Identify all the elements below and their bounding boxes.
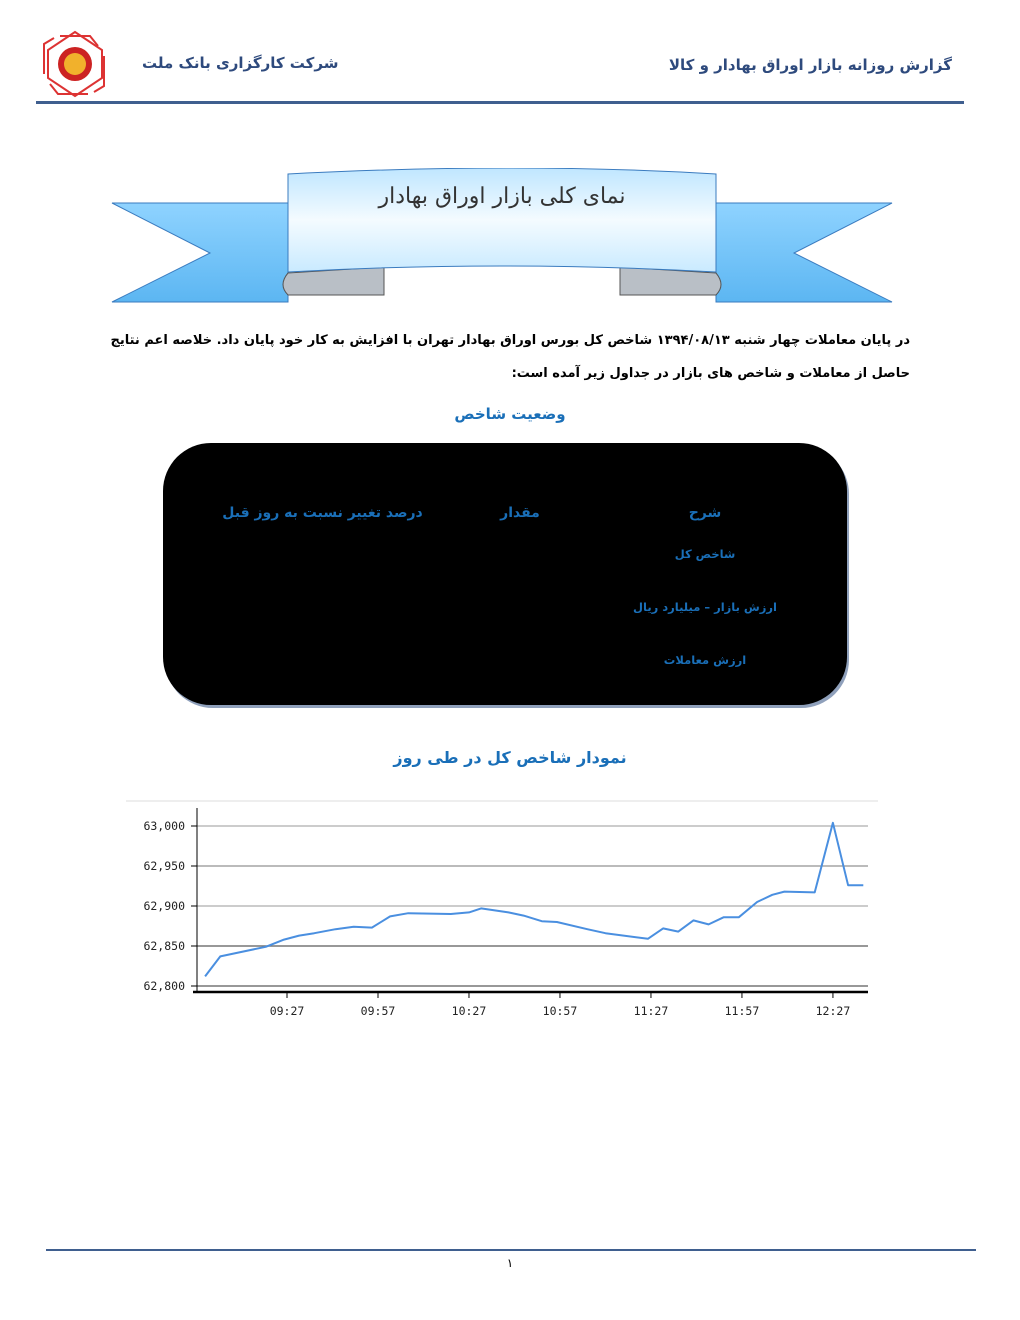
index-status-table: [163, 443, 847, 705]
report-title: گزارش روزانه بازار اوراق بهادار و کالا: [668, 56, 952, 74]
y-tick-label: 62,800: [143, 979, 185, 993]
footer-divider: [46, 1249, 976, 1251]
banner-title: نمای کلی بازار اوراق بهادار: [378, 184, 626, 209]
y-tick-label: 62,950: [143, 859, 185, 873]
intro-line-1: در پایان معاملات چهار شنبه ۱۳۹۴/۰۸/۱۳ شا…: [110, 333, 910, 348]
y-tick-label: 62,900: [143, 899, 185, 913]
y-tick-label: 63,000: [143, 819, 185, 833]
bank-logo: [43, 30, 105, 98]
chart-title: نمودار شاخص کل در طی روز: [393, 748, 627, 767]
column-header-description: شرح: [688, 505, 722, 521]
x-tick-label: 10:27: [452, 1004, 487, 1018]
x-tick-label: 11:57: [725, 1004, 760, 1018]
index-status-title: وضعیت شاخص: [454, 405, 566, 423]
row-trade-value: ارزش معاملات: [663, 653, 747, 667]
y-tick-label: 62,850: [143, 939, 185, 953]
x-tick-label: 10:57: [543, 1004, 578, 1018]
x-tick-label: 11:27: [634, 1004, 669, 1018]
index-series-line: [204, 821, 864, 978]
row-total-index: شاخص کل: [674, 547, 736, 561]
x-tick-label: 12:27: [816, 1004, 851, 1018]
page-number: ۱: [506, 1256, 514, 1270]
intro-line-2: حاصل از معاملات و شاخص های بازار در جداو…: [511, 366, 910, 381]
column-header-value: مقدار: [500, 505, 540, 521]
x-tick-label: 09:27: [270, 1004, 305, 1018]
header-divider: [36, 101, 964, 104]
company-name: شرکت کارگزاری بانک ملت: [142, 54, 339, 72]
banner-ribbon: [111, 168, 893, 303]
x-tick-label: 09:57: [361, 1004, 396, 1018]
column-header-change: درصد تغییر نسبت به روز قبل: [222, 505, 423, 521]
row-market-value: ارزش بازار – میلیارد ریال: [633, 600, 777, 614]
